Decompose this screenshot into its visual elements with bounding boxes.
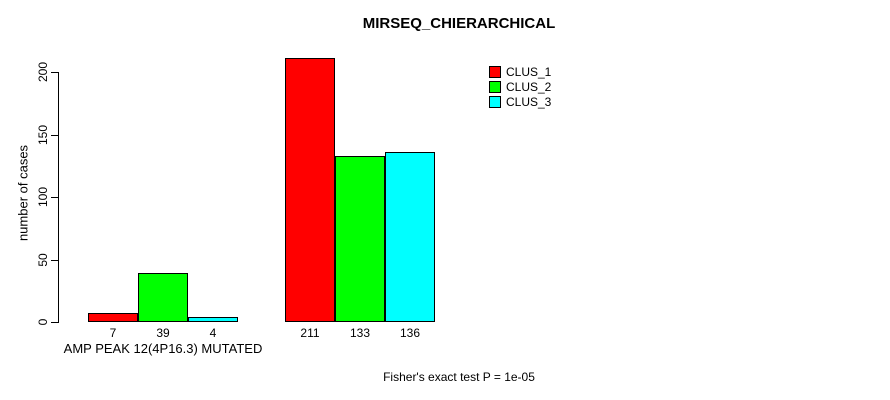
y-tick-label: 0 (36, 318, 50, 326)
y-axis-line (58, 72, 59, 323)
legend-item-clus-2: CLUS_2 (489, 79, 551, 94)
bar-value-label: 211 (300, 326, 320, 340)
y-axis-tick (51, 135, 58, 136)
legend-swatch (489, 95, 501, 108)
bar-clus_1-group2 (285, 58, 335, 322)
bar-value-label: 133 (349, 326, 371, 340)
legend-label: CLUS_3 (506, 94, 552, 109)
y-tick-label: 200 (36, 61, 50, 83)
legend-label: CLUS_1 (506, 64, 552, 79)
y-tick-label: 50 (36, 253, 50, 267)
legend: CLUS_1 CLUS_2 CLUS_3 (489, 64, 551, 109)
chart-title: MIRSEQ_CHIERARCHICAL (362, 15, 556, 32)
bar-clus_2-group2 (335, 156, 385, 322)
legend-label: CLUS_2 (506, 79, 552, 94)
y-tick-label: 100 (36, 186, 50, 208)
y-axis-tick (51, 72, 58, 73)
bar-value-label: 4 (209, 326, 217, 340)
y-axis-tick (51, 197, 58, 198)
bar-value-label: 39 (156, 326, 170, 340)
bar-clus_3-group1 (188, 317, 238, 322)
bar-clus_2-group1 (138, 273, 188, 322)
y-axis-tick (51, 322, 58, 323)
y-axis-tick (51, 260, 58, 261)
legend-swatch (489, 65, 501, 78)
y-tick-label: 150 (36, 124, 50, 146)
bar-clus_3-group2 (385, 152, 435, 322)
legend-swatch (489, 80, 501, 93)
legend-item-clus-3: CLUS_3 (489, 94, 551, 109)
bar-clus_1-group1 (88, 313, 138, 322)
bar-value-label: 7 (109, 326, 117, 340)
legend-item-clus-1: CLUS_1 (489, 64, 551, 79)
bar-value-label: 136 (399, 326, 421, 340)
x-category-label: AMP PEAK 12(4P16.3) MUTATED (63, 341, 263, 356)
footnote-pvalue: Fisher's exact test P = 1e-05 (383, 370, 535, 384)
